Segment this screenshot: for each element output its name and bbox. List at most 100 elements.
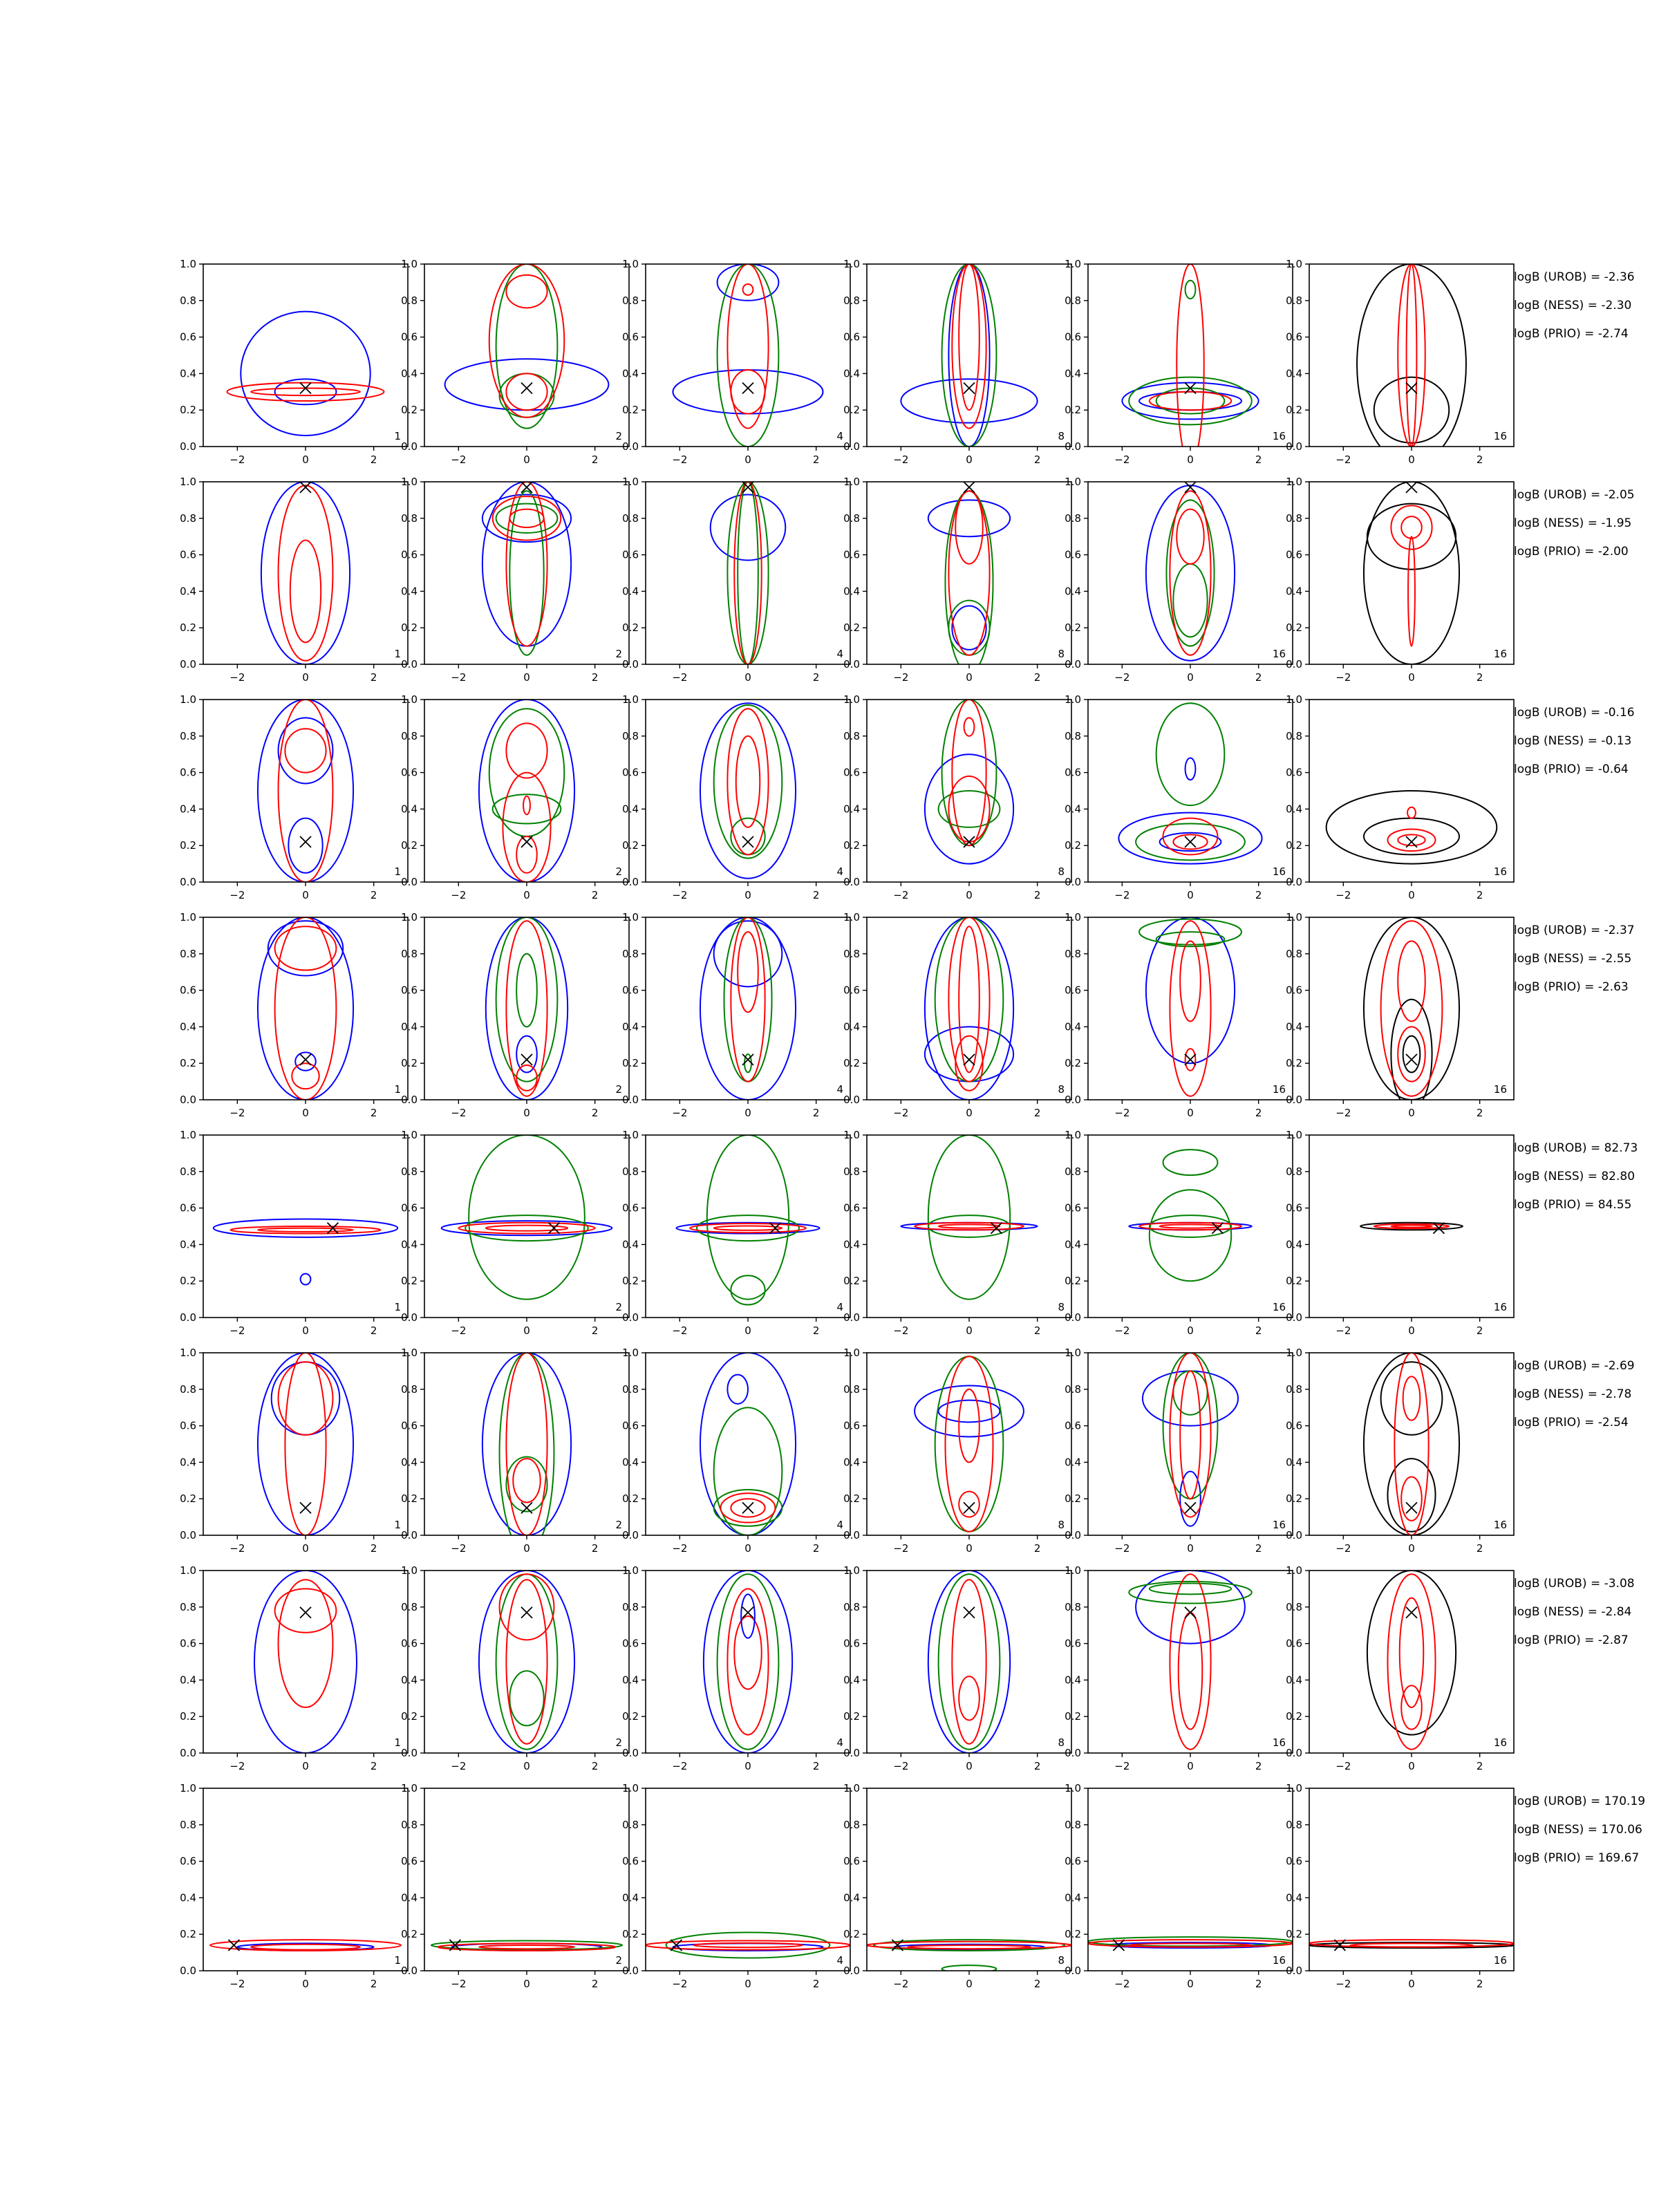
logb-text: logB (PRIO) = -2.87 <box>1514 1633 1629 1647</box>
prio-contour <box>516 836 538 874</box>
prio-contour <box>1387 1573 1436 1750</box>
urob-contour <box>481 1353 572 1535</box>
ness-contour <box>509 490 545 656</box>
y-tick-label: 0.2 <box>622 1710 639 1723</box>
y-tick-label: 0.2 <box>1065 1275 1081 1287</box>
y-tick-label: 0.8 <box>1065 730 1081 742</box>
contour-group <box>702 1571 794 1753</box>
y-tick-label: 0.0 <box>622 1529 639 1541</box>
y-tick-label: 0.4 <box>180 1020 196 1033</box>
y-tick-label: 0.6 <box>843 984 860 997</box>
truth-marker <box>1184 1501 1197 1515</box>
x-tick-label: 0 <box>302 1760 309 1772</box>
prio-contour <box>1373 1223 1450 1230</box>
contour-group <box>1362 917 1461 1100</box>
panel-label: 8 <box>1058 430 1065 442</box>
prio-contour <box>958 1676 980 1721</box>
contour-group <box>1325 790 1498 865</box>
y-tick-label: 0.4 <box>843 1456 860 1468</box>
logb-text: logB (PRIO) = -2.00 <box>1514 545 1629 559</box>
y-tick-label: 0.0 <box>843 658 860 671</box>
urob-contour <box>937 1399 1001 1423</box>
prio-contour <box>948 490 991 656</box>
contour-group <box>256 917 355 1100</box>
x-tick-label: 2 <box>1255 1107 1262 1119</box>
y-tick-label: 0.6 <box>180 767 196 779</box>
y-tick-label: 0.2 <box>180 621 196 634</box>
prio-contour <box>951 700 987 847</box>
truth-marker <box>963 836 975 848</box>
truth-marker <box>299 382 312 395</box>
truth-marker <box>891 1939 904 1951</box>
urob-contour <box>485 917 569 1100</box>
x-tick-label: −2 <box>1335 1324 1351 1337</box>
logb-text: logB (PRIO) = 169.67 <box>1514 1851 1639 1865</box>
contour-group <box>260 482 351 664</box>
prio-contour <box>937 1224 1001 1229</box>
urob-contour <box>277 717 334 785</box>
y-tick-label: 0.6 <box>622 767 639 779</box>
truth-marker <box>1432 1222 1445 1235</box>
x-tick-label: 2 <box>371 1107 377 1119</box>
truth-marker <box>1211 1222 1224 1235</box>
panels-layer: 0.00.20.40.60.81.0−2 0 210.00.20.40.60.81.… <box>180 258 1515 1990</box>
ness-contour <box>1155 702 1226 807</box>
urob-contour <box>440 1220 613 1237</box>
y-tick-label: 0.8 <box>401 1601 418 1613</box>
y-tick-label: 0.8 <box>1065 948 1081 960</box>
prio-contour <box>505 1579 548 1745</box>
ness-contour <box>495 503 559 534</box>
x-tick-label: 0 <box>744 453 751 466</box>
prio-contour <box>458 1221 596 1235</box>
panel-r0-c1: 0.0 0.2 0.4 0.6 0.8 1.0 −2 0 2 2 <box>401 258 630 466</box>
truth-marker <box>521 1501 533 1515</box>
prio-contour <box>958 1490 980 1518</box>
prio-contour <box>1407 806 1416 819</box>
prio-contour <box>1405 264 1418 447</box>
panel-r5-c5: 0.0 0.2 0.4 0.6 0.8 1.0 −2 0 2 16 <box>1286 1347 1515 1555</box>
logb-text: logB (NESS) = -2.78 <box>1514 1387 1631 1401</box>
contour-group <box>924 917 1015 1100</box>
urob-contour <box>1138 391 1242 411</box>
ness-contour <box>713 1489 783 1527</box>
y-tick-label: 0.6 <box>1065 549 1081 561</box>
x-tick-label: −2 <box>672 1107 687 1119</box>
truth-contour <box>1402 1035 1421 1074</box>
ness-contour <box>927 1215 1011 1238</box>
x-tick-label: 0 <box>966 453 973 466</box>
truth-marker <box>1184 382 1197 395</box>
contour-group <box>226 310 385 437</box>
truth-marker <box>299 1606 312 1619</box>
x-tick-label: 0 <box>523 1324 530 1337</box>
y-tick-label: 0.4 <box>1065 585 1081 597</box>
ness-contour <box>1138 918 1242 946</box>
urob-contour <box>256 917 355 1100</box>
contour-group <box>699 1353 797 1535</box>
y-tick-label: 0.8 <box>622 948 639 960</box>
panel-label: 16 <box>1494 430 1507 442</box>
x-tick-label: 0 <box>523 1978 530 1990</box>
y-tick-label: 0.2 <box>1286 1275 1302 1287</box>
truth-marker <box>227 1939 241 1951</box>
y-tick-label: 0.6 <box>843 1202 860 1215</box>
y-tick-label: 1.0 <box>180 693 196 706</box>
y-tick-label: 0.4 <box>1065 1891 1081 1904</box>
contour-group <box>927 490 1011 664</box>
ness-contour <box>716 264 780 447</box>
y-tick-label: 1.0 <box>180 1782 196 1794</box>
panel-r7-c1: 0.0 0.2 0.4 0.6 0.8 1.0 −2 0 2 2 <box>401 1782 630 1990</box>
panel-label: 16 <box>1494 648 1507 660</box>
contour-group <box>481 1353 572 1535</box>
x-tick-label: −2 <box>1335 453 1351 466</box>
y-tick-label: 0.6 <box>1286 1855 1302 1868</box>
y-tick-label: 0.6 <box>1286 1638 1302 1650</box>
ness-contour <box>927 1135 1011 1300</box>
x-tick-label: 0 <box>966 1978 973 1990</box>
truth-marker <box>299 1501 312 1515</box>
y-tick-label: 0.4 <box>622 1674 639 1686</box>
truth-contour <box>1356 264 1467 447</box>
y-tick-label: 0.4 <box>843 585 860 597</box>
urob-contour <box>675 1221 821 1235</box>
y-tick-label: 0.4 <box>401 1020 418 1033</box>
y-tick-label: 1.0 <box>401 258 418 270</box>
